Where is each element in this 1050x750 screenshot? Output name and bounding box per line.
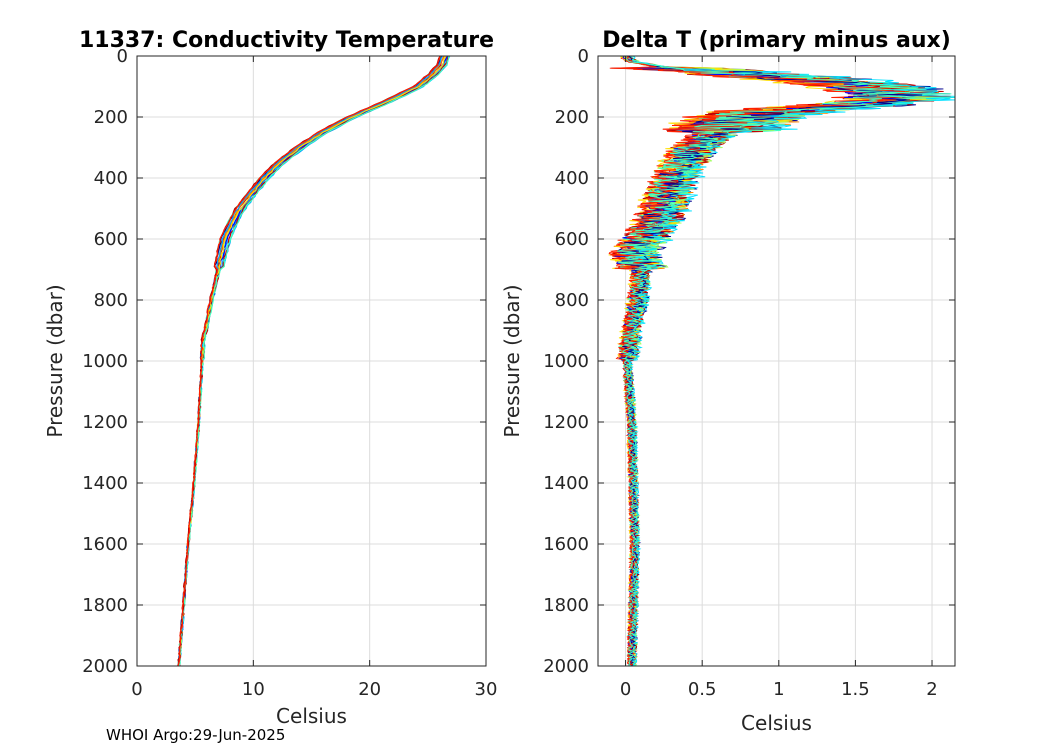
x-tick-label: 2 (926, 679, 937, 700)
left-plot-x-axis-label: Celsius (276, 704, 347, 728)
left-plot-title: 11337: Conductivity Temperature (79, 28, 494, 53)
x-tick-label: 0.5 (688, 679, 717, 700)
y-tick-label: 0 (117, 46, 128, 67)
left-plot-ticks: 0 10 20 30 0 200 400 600 800 1000 1200 1400 1600 1800… (82, 46, 497, 700)
profile-line (616, 55, 911, 667)
profile-line (177, 55, 441, 667)
left-plot-panel: 0 10 20 30 0 200 400 600 800 1000 1200 1400 1600 1800… (43, 28, 497, 728)
y-tick-label: 1000 (82, 351, 128, 372)
x-tick-label: 20 (358, 679, 381, 700)
y-tick-label: 400 (555, 168, 589, 189)
right-plot-series (608, 55, 956, 667)
left-plot-y-axis-label: Pressure (dbar) (43, 284, 67, 437)
y-tick-label: 1200 (543, 412, 589, 433)
y-tick-label: 200 (555, 107, 589, 128)
y-tick-label: 2000 (543, 656, 589, 677)
y-tick-label: 200 (94, 107, 128, 128)
y-tick-label: 600 (555, 229, 589, 250)
footer-credit: WHOI Argo:29-Jun-2025 (106, 726, 286, 744)
right-plot-title: Delta T (primary minus aux) (602, 28, 951, 53)
y-tick-label: 1800 (543, 595, 589, 616)
right-plot-x-axis-label: Celsius (741, 711, 812, 735)
x-tick-label: 1.5 (841, 679, 870, 700)
profile-line (608, 55, 906, 667)
y-tick-label: 1600 (82, 534, 128, 555)
y-tick-label: 400 (94, 168, 128, 189)
y-tick-label: 1400 (543, 473, 589, 494)
x-tick-label: 0 (131, 679, 142, 700)
x-tick-label: 0 (620, 679, 631, 700)
y-tick-label: 0 (578, 46, 589, 67)
right-plot-y-axis-label: Pressure (dbar) (500, 284, 524, 437)
y-tick-label: 800 (94, 290, 128, 311)
y-tick-label: 1000 (543, 351, 589, 372)
right-plot-ticks: 0 0.5 1 1.5 2 0 200 400 600 800 1000 1200 1400 1600 18… (543, 46, 955, 700)
y-tick-label: 800 (555, 290, 589, 311)
y-tick-label: 1200 (82, 412, 128, 433)
y-tick-label: 1800 (82, 595, 128, 616)
y-tick-label: 1400 (82, 473, 128, 494)
left-plot-series (177, 55, 451, 667)
right-plot-panel: 0 0.5 1 1.5 2 0 200 400 600 800 1000 1200 1400 1600 18… (500, 28, 956, 735)
y-tick-label: 600 (94, 229, 128, 250)
y-tick-label: 1600 (543, 534, 589, 555)
x-tick-label: 1 (773, 679, 784, 700)
x-tick-label: 10 (242, 679, 265, 700)
left-plot-grid (136, 55, 487, 667)
y-tick-label: 2000 (82, 656, 128, 677)
right-plot-grid (598, 55, 955, 667)
x-tick-label: 30 (475, 679, 498, 700)
